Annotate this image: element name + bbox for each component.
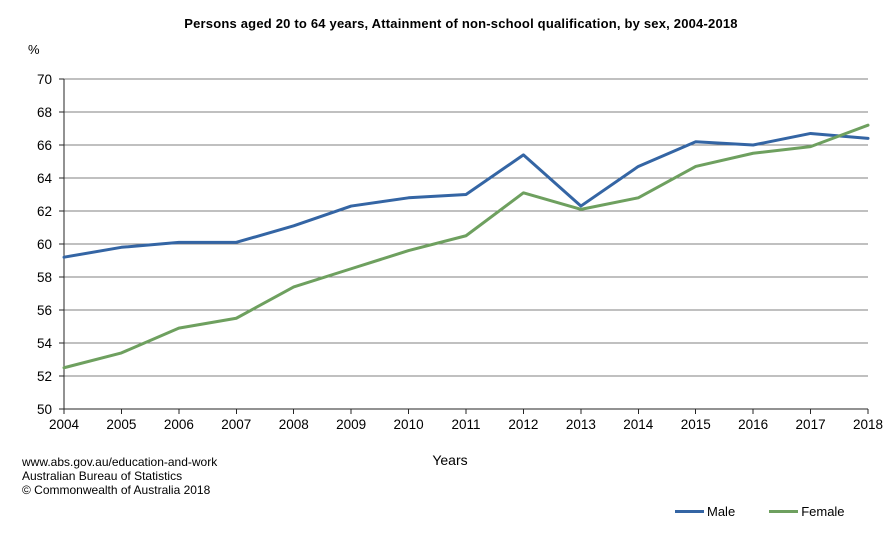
legend-male-label: Male (707, 504, 736, 519)
x-tick-label-2007: 2007 (221, 417, 251, 432)
y-tick-label-52: 52 (37, 369, 52, 384)
y-tick-label-66: 66 (37, 138, 52, 153)
x-tick-label-2009: 2009 (336, 417, 366, 432)
legend-item-male: Male (675, 504, 735, 519)
footer-org: Australian Bureau of Statistics (22, 469, 183, 483)
x-tick-label-2013: 2013 (566, 417, 596, 432)
legend-male-line-swatch (675, 510, 704, 513)
y-tick-label-50: 50 (37, 402, 52, 417)
y-tick-label-56: 56 (37, 303, 52, 318)
chart-title: Persons aged 20 to 64 years, Attainment … (184, 16, 738, 31)
y-tick-label-70: 70 (37, 72, 52, 87)
male-series-line (62, 131, 870, 259)
y-tick-label-60: 60 (37, 237, 52, 252)
x-tick-label-2015: 2015 (681, 417, 711, 432)
y-tick-label-68: 68 (37, 105, 52, 120)
footer-copyright: © Commonwealth of Australia 2018 (22, 483, 211, 497)
x-tick-label-2004: 2004 (49, 417, 80, 432)
legend-female-label: Female (801, 504, 845, 519)
y-tick-label-64: 64 (37, 171, 53, 186)
x-tick-label-2014: 2014 (623, 417, 654, 432)
x-tick-label-2008: 2008 (279, 417, 309, 432)
x-tick-label-2006: 2006 (164, 417, 194, 432)
x-tick-label-2012: 2012 (508, 417, 538, 432)
female-series-line (62, 123, 870, 370)
x-tick-label-2017: 2017 (796, 417, 826, 432)
legend-female-line-swatch (769, 510, 799, 513)
x-tick-label-2010: 2010 (394, 417, 424, 432)
x-tick-label-2016: 2016 (738, 417, 768, 432)
y-tick-label-54: 54 (37, 336, 53, 351)
footer-text: www.abs.gov.au/education-and-work Austra… (22, 455, 217, 497)
x-tick-label-2018: 2018 (853, 417, 883, 432)
x-axis-title: Years (432, 452, 468, 468)
y-tick-label-58: 58 (37, 270, 52, 285)
legend: Male Female (675, 504, 845, 519)
x-tick-label-2011: 2011 (451, 417, 480, 432)
y-axis-unit-label: % (28, 42, 40, 57)
footer-url: www.abs.gov.au/education-and-work (22, 455, 218, 469)
x-tick-label-2005: 2005 (106, 417, 136, 432)
y-tick-label-62: 62 (37, 204, 52, 219)
legend-item-female: Female (769, 504, 845, 519)
